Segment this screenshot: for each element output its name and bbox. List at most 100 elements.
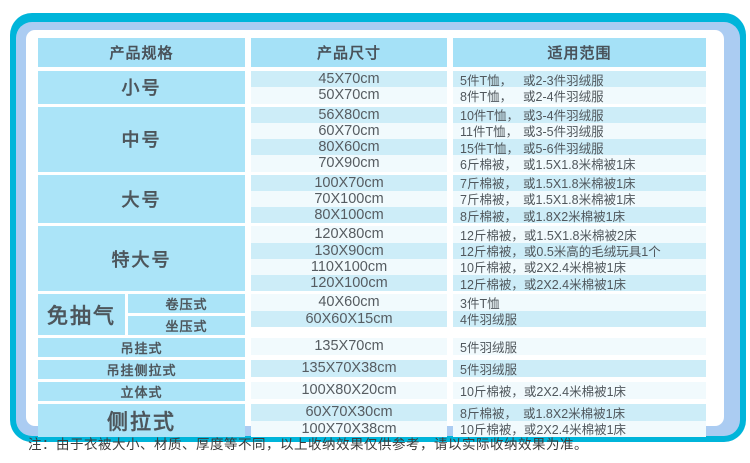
group-hanging: 吊挂式 135X70cm 5件羽绒服: [38, 338, 706, 358]
use-primary: 4件羽绒服: [460, 313, 517, 328]
group-hanging-side-pull: 吊挂侧拉式 135X70X38cm 5件羽绒服: [38, 360, 706, 380]
use-cell: 7斤棉被， 或1.5X1.8米棉被1床: [453, 190, 706, 208]
use-primary: 5件羽绒服: [460, 362, 517, 377]
table-row: 135X70X38cm 5件羽绒服: [251, 360, 706, 377]
use-cell: 10斤棉被， 或2X2.4米棉被1床: [453, 382, 706, 399]
spec-table: 产品规格 产品尺寸 适用范围 小号 45X70cm 5件T恤， 或2-3件羽绒服…: [38, 38, 706, 440]
size-cell: 70X100cm: [251, 190, 447, 207]
size-cell: 60X70X30cm: [251, 404, 447, 421]
use-cell: 11件T恤， 或3-5件羽绒服: [453, 122, 706, 140]
size-cell: 80X60cm: [251, 139, 447, 156]
sub-type-sit-press: 坐压式: [128, 316, 245, 336]
size-cell: 45X70cm: [251, 71, 447, 88]
group-rows: 100X70cm 7斤棉被， 或1.5X1.8米棉被1床 70X100cm 7斤…: [251, 174, 706, 224]
table-row: 135X70cm 5件羽绒服: [251, 338, 706, 355]
split-spec-cell: 免抽气 卷压式 坐压式: [38, 294, 245, 336]
use-primary: 11件T恤，: [460, 125, 519, 140]
size-cell: 135X70X38cm: [251, 360, 447, 377]
use-alternative: 或1.8X2米棉被1床: [523, 406, 626, 421]
use-cell: 8件T恤， 或2-4件羽绒服: [453, 87, 706, 104]
footnote: 注：由于衣被大小、材质、厚度等不同，以上收纳效果仅供参考，请以实际收纳效果为准。: [28, 437, 588, 452]
use-cell: 5件羽绒服: [453, 338, 706, 355]
size-cell: 60X70cm: [251, 122, 447, 139]
use-cell: 12斤棉被， 或1.5X1.8米棉被2床: [453, 226, 706, 243]
group-rows: 60X70X30cm 8斤棉被， 或1.8X2米棉被1床 100X70X38cm…: [251, 404, 706, 437]
group-medium: 中号 56X80cm 10件T恤， 或3-4件羽绒服 60X70cm 11件T恤…: [38, 106, 706, 172]
use-cell: 10斤棉被， 或2X2.4米棉被1床: [453, 258, 706, 276]
size-cell: 100X70X38cm: [251, 420, 447, 437]
use-primary: 15件T恤，: [460, 141, 520, 156]
use-cell: 10件T恤， 或3-4件羽绒服: [453, 106, 706, 124]
table-row: 80X60cm 15件T恤， 或5-6件羽绒服: [251, 139, 706, 156]
group-side-pull: 侧拉式 60X70X30cm 8斤棉被， 或1.8X2米棉被1床 100X70X…: [38, 404, 706, 437]
table-row: 110X100cm 10斤棉被， 或2X2.4米棉被1床: [251, 258, 706, 276]
size-cell: 135X70cm: [251, 338, 447, 355]
group-rows: 45X70cm 5件T恤， 或2-3件羽绒服 50X70cm 8件T恤， 或2-…: [251, 71, 706, 104]
use-primary: 7斤棉被，: [460, 193, 517, 208]
use-alternative: 或3-4件羽绒服: [523, 109, 604, 124]
use-cell: 8斤棉被， 或1.8X2米棉被1床: [453, 207, 706, 224]
use-alternative: 或1.5X1.8米棉被1床: [523, 177, 636, 192]
group-label: 吊挂式: [38, 338, 245, 358]
use-cell: 10斤棉被， 或2X2.4米棉被1床: [453, 420, 706, 438]
use-primary: 12斤棉被，: [460, 245, 524, 260]
table-row: 70X100cm 7斤棉被， 或1.5X1.8米棉被1床: [251, 190, 706, 208]
use-primary: 3件T恤: [460, 296, 500, 311]
sub-type-column: 卷压式 坐压式: [128, 294, 245, 336]
use-cell: 8斤棉被， 或1.8X2米棉被1床: [453, 404, 706, 421]
table-row: 130X90cm 12斤棉被， 或0.5米高的毛绒玩具1个: [251, 242, 706, 260]
table-row: 56X80cm 10件T恤， 或3-4件羽绒服: [251, 106, 706, 124]
use-alternative: 或1.5X1.8米棉被1床: [523, 157, 636, 172]
use-cell: 12斤棉被， 或2X2.4米棉被1床: [453, 275, 706, 292]
table-row: 50X70cm 8件T恤， 或2-4件羽绒服: [251, 87, 706, 104]
group-rows: 135X70X38cm 5件羽绒服: [251, 360, 706, 379]
use-primary: 10件T恤，: [460, 109, 520, 124]
group-rows: 40X60cm 3件T恤 60X60X15cm 4件羽绒服: [251, 294, 706, 335]
table-header-row: 产品规格 产品尺寸 适用范围: [38, 38, 706, 67]
size-cell: 120X100cm: [251, 275, 447, 292]
group-no-pump: 免抽气 卷压式 坐压式 40X60cm 3件T恤 60X60X15cm: [38, 294, 706, 336]
table-row: 45X70cm 5件T恤， 或2-3件羽绒服: [251, 71, 706, 88]
table-row: 100X70cm 7斤棉被， 或1.5X1.8米棉被1床: [251, 174, 706, 192]
table-row: 100X70X38cm 10斤棉被， 或2X2.4米棉被1床: [251, 420, 706, 438]
header-product-size: 产品尺寸: [251, 38, 447, 67]
size-cell: 100X70cm: [251, 174, 447, 191]
use-primary: 8件T恤，: [460, 89, 513, 104]
use-primary: 12斤棉被，: [460, 228, 524, 243]
size-cell: 60X60X15cm: [251, 310, 447, 327]
group-label: 吊挂侧拉式: [38, 360, 245, 380]
group-label: 立体式: [38, 382, 245, 402]
size-cell: 130X90cm: [251, 242, 447, 259]
use-primary: 8斤棉被，: [460, 406, 517, 421]
use-alternative: 或2-3件羽绒服: [523, 73, 604, 88]
table-row: 120X100cm 12斤棉被， 或2X2.4米棉被1床: [251, 275, 706, 292]
group-rows: 56X80cm 10件T恤， 或3-4件羽绒服 60X70cm 11件T恤， 或…: [251, 106, 706, 172]
use-primary: 7斤棉被，: [460, 177, 517, 192]
use-alternative: 或5-6件羽绒服: [523, 141, 604, 156]
group-large: 大号 100X70cm 7斤棉被， 或1.5X1.8米棉被1床 70X100cm…: [38, 174, 706, 224]
use-alternative: 或2X2.4米棉被1床: [523, 261, 627, 276]
use-alternative: 或0.5米高的毛绒玩具1个: [523, 245, 661, 260]
use-primary: 10斤棉被，: [460, 384, 524, 399]
group-small: 小号 45X70cm 5件T恤， 或2-3件羽绒服 50X70cm 8件T恤， …: [38, 71, 706, 104]
table-row: 120X80cm 12斤棉被， 或1.5X1.8米棉被2床: [251, 226, 706, 243]
size-cell: 100X80X20cm: [251, 382, 447, 399]
header-applicable-range: 适用范围: [453, 38, 706, 67]
table-row: 80X100cm 8斤棉被， 或1.8X2米棉被1床: [251, 207, 706, 224]
use-cell: 7斤棉被， 或1.5X1.8米棉被1床: [453, 174, 706, 192]
group-extra-large: 特大号 120X80cm 12斤棉被， 或1.5X1.8米棉被2床 130X90…: [38, 226, 706, 292]
group-three-dimensional: 立体式 100X80X20cm 10斤棉被， 或2X2.4米棉被1床: [38, 382, 706, 402]
group-label: 小号: [38, 71, 245, 104]
table-row: 60X60X15cm 4件羽绒服: [251, 310, 706, 328]
use-alternative: 或2X2.4米棉被1床: [523, 384, 627, 399]
use-alternative: 或1.5X1.8米棉被1床: [523, 193, 636, 208]
size-cell: 80X100cm: [251, 207, 447, 224]
use-primary: 10斤棉被，: [460, 423, 524, 438]
use-cell: 4件羽绒服: [453, 310, 706, 328]
use-cell: 3件T恤: [453, 294, 706, 311]
size-cell: 120X80cm: [251, 226, 447, 243]
use-cell: 5件羽绒服: [453, 360, 706, 377]
table-row: 100X80X20cm 10斤棉被， 或2X2.4米棉被1床: [251, 382, 706, 399]
group-rows: 135X70cm 5件羽绒服: [251, 338, 706, 357]
